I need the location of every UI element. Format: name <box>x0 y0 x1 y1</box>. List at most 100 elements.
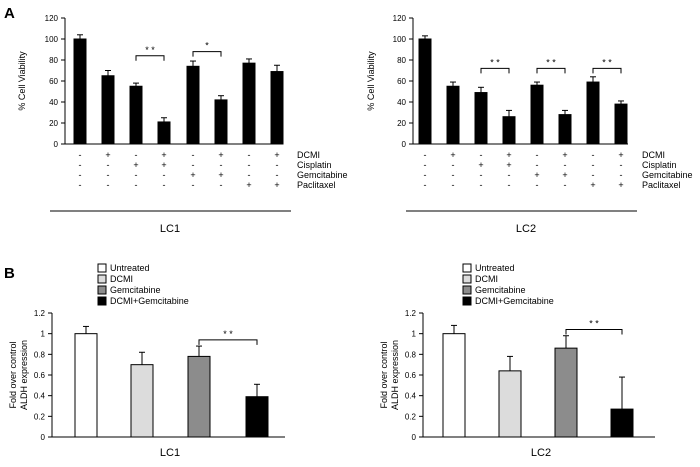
significance-bracket <box>198 339 258 345</box>
treatment-mark: - <box>592 150 595 160</box>
legend-swatch <box>97 285 107 295</box>
y-tick-label: 80 <box>49 56 58 65</box>
treatment-mark: - <box>424 170 427 180</box>
y-axis-label: % Cell Viability <box>366 51 376 111</box>
treatment-mark: - <box>536 150 539 160</box>
treatment-mark: - <box>107 160 110 170</box>
treatment-mark: - <box>135 150 138 160</box>
treatment-mark: - <box>592 170 595 180</box>
treatment-mark: - <box>592 160 595 170</box>
y-tick-label: 60 <box>397 77 406 86</box>
legend-label: DCMI+Gemcitabine <box>475 296 554 306</box>
treatment-mark: - <box>220 180 223 190</box>
treatment-mark: - <box>452 160 455 170</box>
treatment-mark: + <box>133 160 138 170</box>
bar <box>242 62 256 145</box>
y-tick-label: 0.8 <box>34 350 46 359</box>
bar <box>73 38 87 145</box>
significance-label: * * <box>602 57 612 67</box>
y-tick-label: 120 <box>45 14 59 23</box>
y-tick-label: 20 <box>397 119 406 128</box>
y-tick-label: 0 <box>41 433 46 442</box>
y-tick-label: 120 <box>393 14 407 23</box>
bar <box>502 116 516 145</box>
significance-label: * * <box>223 329 233 339</box>
y-tick-label: 20 <box>49 119 58 128</box>
treatment-mark: - <box>135 180 138 190</box>
bar <box>530 84 544 145</box>
treatment-mark: + <box>246 180 251 190</box>
significance-label: * <box>205 41 209 51</box>
treatment-mark: - <box>79 160 82 170</box>
legend-swatch <box>97 263 107 273</box>
treatment-mark: - <box>508 170 511 180</box>
treatment-mark: - <box>276 170 279 180</box>
panel-letter-a: A <box>4 5 15 22</box>
y-axis-label: Fold over control <box>8 341 18 408</box>
y-tick-label: 80 <box>397 56 406 65</box>
chart-a-lc2: 0 20 40 60 80 100 120 % Cell Viability * * * * * *… <box>366 14 693 235</box>
panel-letter-b: B <box>4 265 15 282</box>
treatment-mark: - <box>107 170 110 180</box>
bar <box>130 364 154 438</box>
treatment-mark: + <box>450 150 455 160</box>
treatment-mark: + <box>190 170 195 180</box>
treatment-row-label: Paclitaxel <box>297 180 336 190</box>
bar <box>245 396 269 438</box>
y-tick-label: 0 <box>402 140 407 149</box>
bar <box>101 75 115 145</box>
legend-label: Untreated <box>475 263 515 273</box>
legend-swatch <box>462 263 472 273</box>
chart-b-lc2: 0 0.2 0.4 0.6 0.8 1 1.2 Fold over control ALDH e… <box>379 263 655 459</box>
bar <box>129 85 143 145</box>
treatment-mark: - <box>620 170 623 180</box>
legend-label: DCMI+Gemcitabine <box>110 296 189 306</box>
treatment-mark: + <box>161 150 166 160</box>
treatment-mark: - <box>79 170 82 180</box>
y-tick-label: 0.2 <box>405 412 417 421</box>
significance-label: * * <box>145 45 155 55</box>
treatment-mark: + <box>274 150 279 160</box>
significance-bracket <box>135 55 165 61</box>
treatment-mark: + <box>562 150 567 160</box>
treatment-row-label: Gemcitabine <box>297 170 348 180</box>
y-tick-label: 0.8 <box>405 350 417 359</box>
treatment-mark: + <box>506 160 511 170</box>
treatment-mark: - <box>248 160 251 170</box>
treatment-mark: - <box>564 160 567 170</box>
group-label: LC1 <box>160 223 180 235</box>
legend-swatch <box>462 296 472 306</box>
y-axis-label: Fold over control <box>379 341 389 408</box>
y-tick-label: 40 <box>397 98 406 107</box>
y-tick-label: 0 <box>54 140 59 149</box>
treatment-mark: - <box>536 160 539 170</box>
treatment-mark: + <box>478 160 483 170</box>
treatment-mark: - <box>536 180 539 190</box>
legend-swatch <box>462 274 472 284</box>
bar <box>270 71 284 145</box>
significance-label: * * <box>546 57 556 67</box>
significance-label: * * <box>490 57 500 67</box>
bar <box>214 99 228 145</box>
bar <box>498 370 522 438</box>
significance-bracket <box>480 67 510 74</box>
group-label: LC2 <box>531 447 551 459</box>
bar <box>442 333 466 438</box>
y-tick-label: 0.2 <box>34 412 46 421</box>
legend-label: Untreated <box>110 263 150 273</box>
treatment-mark: - <box>480 180 483 190</box>
y-tick-label: 1.2 <box>34 309 46 318</box>
treatment-mark: - <box>163 180 166 190</box>
treatment-row-label: DCMI <box>642 150 665 160</box>
y-axis-label: % Cell Viability <box>17 51 27 111</box>
y-axis-label: ALDH expression <box>390 340 400 410</box>
treatment-row-label: DCMI <box>297 150 320 160</box>
legend-swatch <box>97 274 107 284</box>
treatment-row-label: Cisplatin <box>297 160 332 170</box>
treatment-mark: + <box>534 170 539 180</box>
treatment-mark: - <box>79 150 82 160</box>
bar <box>614 103 628 145</box>
treatment-mark: - <box>248 170 251 180</box>
bar <box>74 333 98 438</box>
